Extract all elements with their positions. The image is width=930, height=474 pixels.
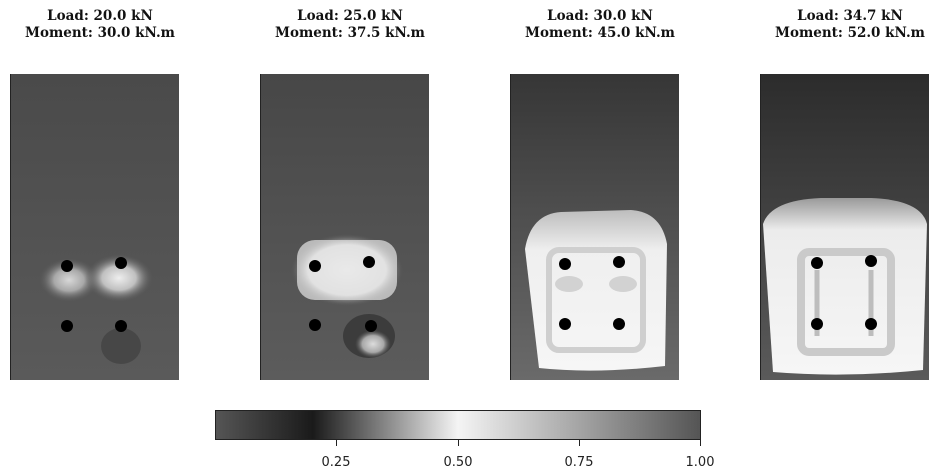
bolt-marker	[613, 256, 625, 268]
bolt-marker	[811, 318, 823, 330]
bolt-marker	[115, 257, 127, 269]
panel-4-moment-label: Moment: 52.0 kN.m	[775, 25, 925, 41]
colorbar-tick-label: 0.50	[443, 455, 473, 470]
bolt-marker	[865, 255, 877, 267]
panel-3-damage-map	[510, 74, 679, 380]
bolt-marker	[363, 256, 375, 268]
colorbar-tick-label: 0.75	[564, 455, 594, 470]
colorbar-tick-label: 1.00	[685, 455, 715, 470]
bolt-marker	[309, 319, 321, 331]
colorbar-tick	[700, 440, 701, 446]
bolt-marker	[309, 260, 321, 272]
colorbar-tick	[336, 440, 337, 446]
panel-4-load-label: Load: 34.7 kN	[797, 8, 903, 24]
bolt-marker	[61, 320, 73, 332]
bolt-marker	[559, 258, 571, 270]
panel-2-damage-map	[260, 74, 429, 380]
bolt-marker	[365, 320, 377, 332]
colorbar-tick	[458, 440, 459, 446]
bolt-marker	[115, 320, 127, 332]
panel-3-load-label: Load: 30.0 kN	[547, 8, 653, 24]
panel-1-damage-map	[10, 74, 179, 380]
bolt-marker	[559, 318, 571, 330]
panel-1-moment-label: Moment: 30.0 kN.m	[25, 25, 175, 41]
bolt-marker	[613, 318, 625, 330]
panel-1-load-label: Load: 20.0 kN	[47, 8, 153, 24]
colorbar	[215, 410, 701, 440]
colorbar-tick	[579, 440, 580, 446]
panel-3-moment-label: Moment: 45.0 kN.m	[525, 25, 675, 41]
panel-2-moment-label: Moment: 37.5 kN.m	[275, 25, 425, 41]
colorbar-tick-label: 0.25	[321, 455, 351, 470]
panel-2-load-label: Load: 25.0 kN	[297, 8, 403, 24]
panel-4-damage-map	[760, 74, 929, 380]
bolt-marker	[61, 260, 73, 272]
bolt-marker	[811, 257, 823, 269]
bolt-marker	[865, 318, 877, 330]
